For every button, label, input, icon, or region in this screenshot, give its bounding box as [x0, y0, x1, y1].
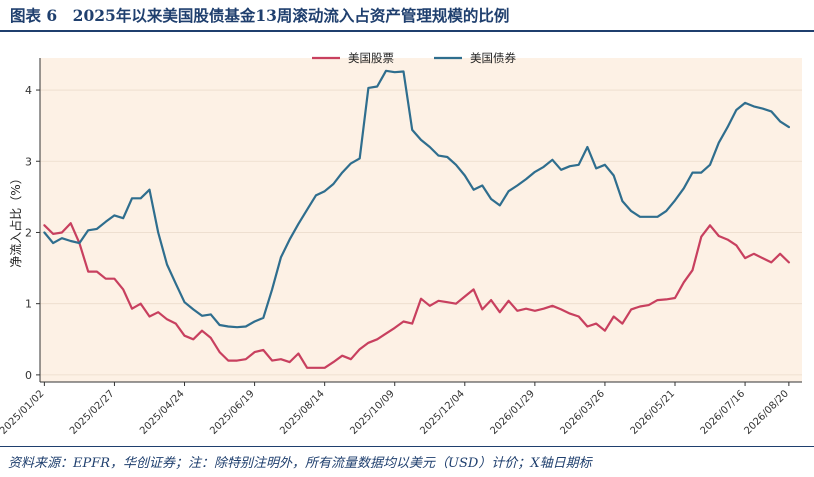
x-tick-label: 2026/08/20 — [742, 388, 791, 437]
title-bar: 图表 6 2025年以来美国股债基金13周滚动流入占资产管理规模的比例 — [0, 0, 814, 32]
legend: 美国股票 美国债券 — [312, 51, 516, 65]
legend-label-2: 美国债券 — [470, 51, 516, 65]
y-gridlines — [40, 89, 802, 376]
x-axis-ticks: 2025/01/02 2025/02/27 2025/04/24 2025/06/19… — [0, 382, 791, 437]
legend-label-1: 美国股票 — [348, 51, 394, 65]
y-axis-ticks: 0 1 2 3 4 — [25, 84, 40, 382]
x-tick-label: 2025/02/27 — [68, 388, 117, 437]
y-axis-label: 净流入占比（%） — [8, 172, 23, 267]
y-tick-label: 4 — [25, 84, 32, 97]
source-note: 资料来源：EPFR，华创证券；注：除特别注明外，所有流量数据均以美元（USD）计… — [8, 456, 592, 471]
x-tick-label: 2025/04/24 — [138, 388, 187, 437]
y-tick-label: 2 — [25, 226, 32, 239]
y-tick-label: 0 — [25, 369, 32, 382]
series-lines — [43, 69, 791, 369]
page-title: 图表 6 2025年以来美国股债基金13周滚动流入占资产管理规模的比例 — [10, 6, 510, 25]
x-tick-label: 2026/03/26 — [559, 388, 608, 437]
series-line-1 — [43, 222, 791, 369]
plot-background — [40, 58, 802, 382]
x-tick-label: 2025/06/19 — [208, 388, 257, 437]
x-tick-label: 2026/01/29 — [488, 388, 537, 437]
y-tick-label: 1 — [25, 298, 32, 311]
x-tick-label: 2025/08/14 — [278, 388, 327, 437]
footer-divider — [0, 446, 814, 447]
y-tick-label: 3 — [25, 155, 32, 168]
series-line-2 — [43, 69, 791, 329]
x-tick-label: 2025/10/09 — [348, 388, 397, 437]
x-tick-label: 2026/05/21 — [629, 388, 678, 437]
x-tick-label: 2026/07/16 — [699, 388, 748, 437]
x-tick-label: 2025/01/02 — [0, 388, 47, 437]
x-tick-label: 2025/12/04 — [418, 388, 467, 437]
